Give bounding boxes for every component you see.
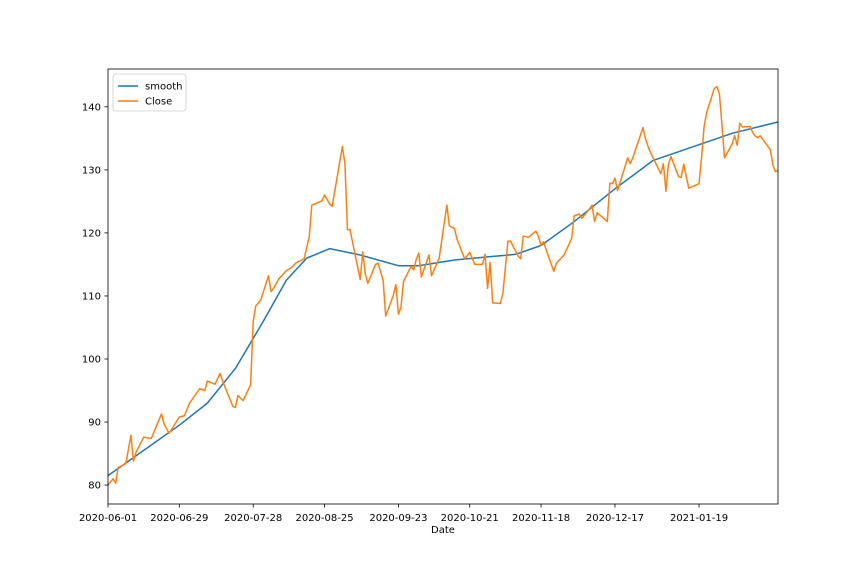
y-tick-label: 120 bbox=[82, 228, 101, 239]
x-tick-label: 2020-10-21 bbox=[441, 513, 499, 524]
legend-label-smooth: smooth bbox=[145, 82, 182, 93]
x-tick-label: 2020-06-29 bbox=[150, 513, 208, 524]
series-line-close bbox=[107, 85, 779, 486]
x-tick-label: 2021-01-19 bbox=[670, 513, 728, 524]
legend: smooth Close bbox=[112, 73, 187, 112]
y-tick-label: 130 bbox=[82, 165, 101, 176]
x-tick-label: 2020-09-23 bbox=[369, 513, 427, 524]
plot-background bbox=[108, 69, 778, 504]
x-tick-label: 2020-12-17 bbox=[586, 513, 644, 524]
y-tick-label: 90 bbox=[88, 418, 101, 429]
plot-area bbox=[108, 69, 778, 504]
legend-label-close: Close bbox=[145, 97, 172, 108]
x-tick-label: 2020-11-18 bbox=[512, 513, 570, 524]
x-tick-label: 2020-07-28 bbox=[224, 513, 282, 524]
x-tick-label: 2020-08-25 bbox=[295, 513, 353, 524]
y-tick-label: 110 bbox=[82, 291, 101, 302]
y-tick-label: 140 bbox=[82, 102, 101, 113]
series-line-smooth bbox=[107, 121, 779, 477]
series-layer bbox=[107, 85, 779, 486]
axes-layer: 2020-06-01 2020-06-29 2020-07-28 2020-08-25… bbox=[79, 68, 779, 524]
y-tick-label: 100 bbox=[82, 355, 101, 366]
x-axis-title: Date bbox=[431, 525, 455, 536]
plot-frame bbox=[107, 68, 779, 505]
x-tick-label: 2020-06-01 bbox=[79, 513, 137, 524]
y-tick-label: 80 bbox=[88, 481, 101, 492]
